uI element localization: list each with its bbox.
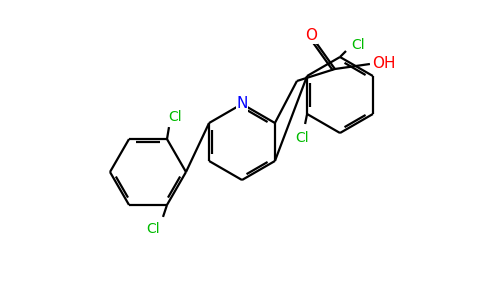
Text: Cl: Cl [168,110,182,124]
Text: O: O [305,28,317,44]
Text: Cl: Cl [146,222,160,236]
Text: Cl: Cl [295,131,309,145]
Text: OH: OH [372,56,395,71]
Text: N: N [236,97,248,112]
Text: Cl: Cl [351,38,365,52]
